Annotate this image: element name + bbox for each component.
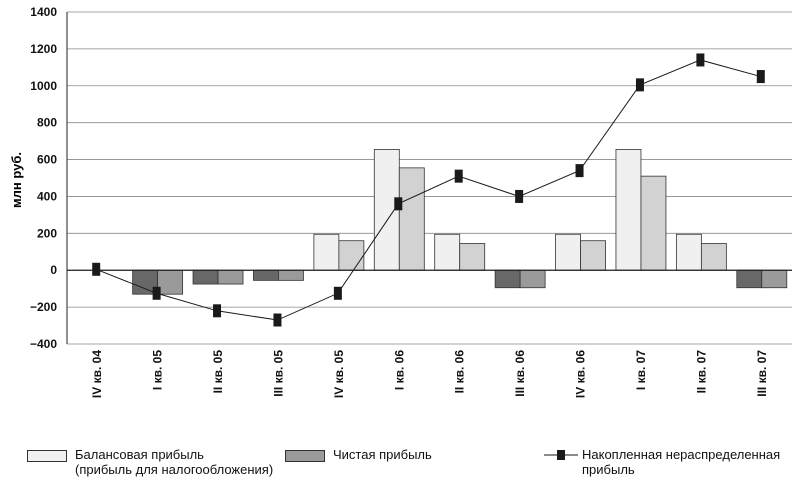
bar-s1-3 [253, 269, 279, 281]
bar-s2-4 [338, 240, 365, 271]
bar-s2-9 [640, 175, 667, 271]
line-marker-6 [454, 169, 463, 183]
y-tick-1000: 1000 [30, 79, 57, 93]
bar-s2-3 [278, 269, 304, 281]
axes [66, 12, 792, 344]
retained-earnings-line [96, 59, 761, 321]
line-marker-3 [273, 313, 282, 327]
y-axis-label: млн руб. [9, 152, 24, 208]
legend-label-net-profit: Чистая прибыль [333, 447, 432, 462]
y-tick--200: −200 [30, 300, 57, 314]
y-tick-0: 0 [50, 263, 57, 277]
y-tick-1400: 1400 [30, 5, 57, 19]
y-tick-800: 800 [37, 116, 57, 130]
x-tick-4: IV кв. 05 [332, 350, 346, 398]
x-tick-10: II кв. 07 [694, 350, 708, 394]
line-marker-11 [756, 70, 765, 84]
y-tick-200: 200 [37, 226, 57, 240]
bar-s2-7 [519, 269, 546, 289]
bar-s1-8 [555, 233, 581, 271]
legend-label-retained-earnings-1: Накопленная нераспределенная [582, 447, 781, 462]
x-tick-2: II кв. 05 [211, 350, 225, 394]
legend-item-balance-profit: Балансовая прибыль (прибыль для налогооб… [27, 447, 273, 477]
line-marker-5 [394, 197, 403, 211]
bar-s2-10 [700, 243, 727, 271]
bar-s2-5 [398, 167, 425, 271]
bar-s2-6 [459, 243, 486, 271]
x-tick-7: III кв. 06 [513, 350, 527, 397]
bar-s1-10 [675, 233, 702, 271]
y-tick-400: 400 [37, 189, 57, 203]
line-marker-8 [575, 164, 584, 178]
x-tick-8: IV кв. 06 [574, 350, 588, 398]
x-tick-3: III кв. 05 [271, 350, 285, 397]
line-marker-7 [515, 189, 524, 203]
y-tick-1200: 1200 [30, 42, 57, 56]
legend-label-balance-profit-2: (прибыль для налогообложения) [75, 462, 274, 477]
bar-s1-4 [313, 233, 340, 271]
x-tick-0: IV кв. 04 [90, 350, 104, 398]
bar-s2-1 [157, 269, 184, 295]
bar-s1-11 [736, 269, 763, 289]
line-marker-10 [696, 53, 705, 67]
y-tick--400: −400 [30, 337, 57, 351]
bar-s2-11 [761, 269, 788, 289]
bar-s2-2 [217, 269, 244, 285]
y-tick-labels: −400 −200 0 200 400 600 800 1000 1200 1400 [30, 5, 57, 351]
line-marker-9 [635, 78, 644, 92]
legend-line-marker-icon [544, 450, 578, 460]
line-marker-0 [92, 262, 101, 276]
legend-label-balance-profit-1: Балансовая прибыль [75, 447, 204, 462]
x-tick-11: III кв. 07 [755, 350, 769, 397]
bar-s1-6 [434, 233, 461, 271]
x-tick-9: I кв. 07 [634, 350, 648, 390]
x-tick-1: I кв. 05 [151, 350, 165, 390]
legend-swatch-net-profit [285, 450, 325, 462]
x-tick-5: I кв. 06 [392, 350, 406, 390]
y-tick-600: 600 [37, 153, 57, 167]
bar-s1-9 [615, 149, 642, 271]
x-tick-6: II кв. 06 [453, 350, 467, 394]
x-tick-labels: IV кв. 04 I кв. 05 II кв. 05 III кв. 05 IV к… [90, 350, 769, 398]
bar-s1-2 [192, 269, 219, 285]
legend-swatch-balance-profit [27, 450, 67, 462]
cumulative-line [92, 53, 765, 327]
legend-item-net-profit: Чистая прибыль [285, 447, 432, 462]
line-marker-1 [152, 286, 161, 300]
legend-label-retained-earnings-2: прибыль [582, 462, 635, 477]
legend-item-retained-earnings: Накопленная нераспределенная прибыль [538, 447, 780, 477]
bar-s2-8 [580, 240, 606, 271]
line-marker-4 [333, 286, 342, 300]
line-marker-2 [213, 304, 222, 318]
bar-s1-7 [494, 269, 521, 289]
